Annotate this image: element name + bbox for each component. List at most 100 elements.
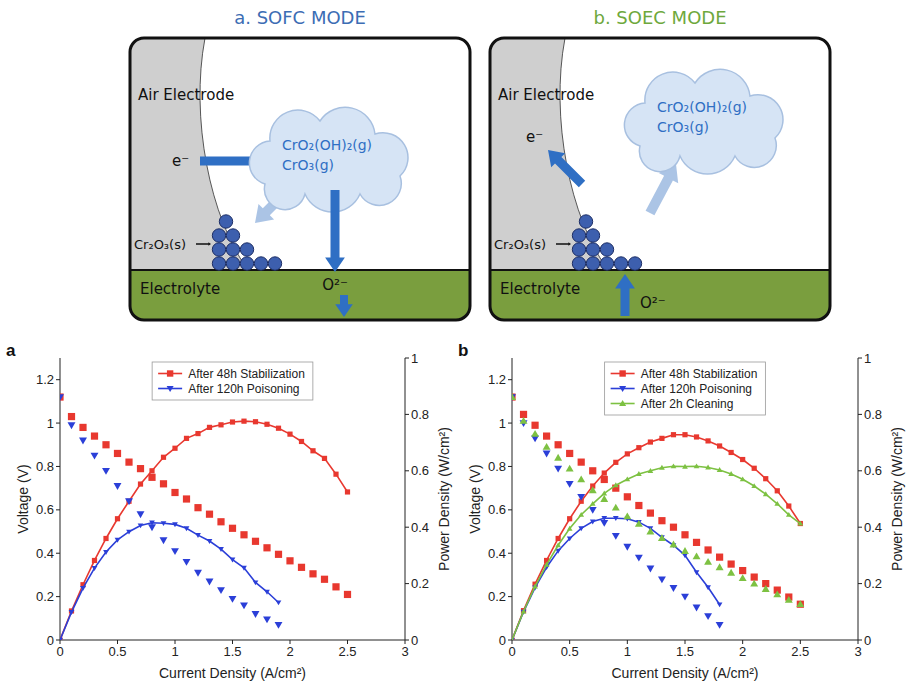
deposit-label: Cr₂O₃(s) [134, 237, 186, 252]
y-tick-label: 0.4 [488, 546, 506, 561]
data-point [648, 468, 654, 473]
y2-tick-label: 0.6 [864, 463, 882, 478]
y2-tick-label: 0.8 [864, 407, 882, 422]
diagram-body [130, 38, 470, 320]
data-point [92, 566, 98, 571]
data-point [80, 586, 86, 591]
data-point [602, 470, 607, 475]
data-point [531, 422, 538, 429]
data-point [161, 455, 166, 460]
data-point [103, 550, 109, 555]
data-point [566, 450, 573, 457]
data-point [763, 491, 769, 496]
deposit-particle [586, 257, 599, 270]
interface-line [490, 269, 830, 271]
y2-tick [858, 527, 862, 528]
y2-tick-label: 0.2 [864, 576, 882, 591]
y-tick-label: 0.6 [36, 502, 54, 517]
data-point [230, 558, 236, 563]
y2-tick [405, 470, 409, 471]
data-point [648, 439, 653, 444]
deposit-particle [579, 215, 592, 228]
data-point [172, 522, 178, 527]
y-tick [508, 466, 512, 467]
data-point [68, 422, 76, 429]
data-point [161, 521, 167, 526]
data-point [762, 585, 770, 592]
y2-tick-label: 0.4 [864, 520, 882, 535]
ion-arrow [335, 295, 353, 317]
deposit-particle [219, 215, 232, 228]
data-point [635, 555, 643, 562]
deposit-particle [572, 243, 585, 256]
data-point [659, 436, 664, 441]
gas-cloud [249, 107, 408, 212]
data-point [716, 622, 724, 629]
data-point [322, 456, 327, 461]
data-point [230, 419, 235, 424]
y2-tick [405, 640, 409, 641]
data-point [344, 591, 351, 598]
deposit-particle [254, 257, 267, 270]
diagram-background [490, 38, 830, 320]
data-point [601, 516, 607, 521]
x-tick-label: 3 [854, 644, 861, 659]
ion-label: O²⁻ [322, 276, 348, 294]
deposit-particle [572, 229, 585, 242]
deposit-particle [572, 257, 585, 270]
data-point [309, 570, 316, 577]
x-axis-title: Current Density (A/cm²) [159, 665, 306, 681]
legend-label: After 48h Stabilization [641, 367, 758, 381]
data-point [69, 610, 75, 615]
data-point [555, 542, 561, 547]
x-tick-label: 1.5 [676, 644, 694, 659]
data-point [253, 419, 258, 424]
data-point [624, 476, 630, 481]
deposit-particle [212, 257, 225, 270]
data-point [554, 466, 562, 473]
legend-label: After 48h Stabilization [188, 367, 305, 381]
data-point [646, 566, 654, 573]
data-point [207, 539, 213, 544]
y-tick [508, 423, 512, 424]
data-point [521, 609, 527, 614]
data-point [659, 465, 665, 470]
deposit-label: Cr₂O₃(s) [494, 237, 546, 252]
data-point [704, 558, 712, 565]
data-point [577, 494, 585, 501]
data-point [682, 553, 688, 558]
data-point [286, 557, 293, 564]
y2-axis-title: Power Density (W/cm²) [889, 427, 905, 571]
data-point [263, 544, 270, 551]
deposit-particle [226, 243, 239, 256]
electron-label: e⁻ [526, 128, 543, 146]
y-tick [56, 509, 60, 510]
x-tick-label: 0 [56, 644, 63, 659]
data-point [92, 558, 97, 563]
legend-label: After 2h Cleaning [641, 397, 734, 411]
data-point [555, 441, 562, 448]
data-point [276, 600, 282, 605]
series-line [512, 518, 720, 640]
y-tick-label: 1.2 [36, 372, 54, 387]
y2-tick-label: 0.6 [411, 463, 429, 478]
data-point [512, 393, 516, 400]
diagram-title: a. SOFC MODE [234, 7, 366, 28]
y-tick [56, 640, 60, 641]
y-tick-label: 0.6 [488, 502, 506, 517]
data-point [531, 430, 539, 437]
data-point [739, 574, 747, 581]
data-point [786, 512, 792, 517]
data-point [68, 413, 75, 420]
data-point [785, 596, 793, 603]
data-point [578, 459, 585, 466]
data-point [590, 519, 596, 524]
deposit-pointer [196, 242, 211, 246]
data-point [115, 538, 121, 543]
data-point [694, 434, 699, 439]
legend-marker [619, 370, 625, 376]
data-point [183, 495, 190, 502]
data-point [705, 585, 711, 590]
gas-label: CrO₂(OH)₂(g) [657, 99, 747, 115]
data-point [567, 526, 573, 531]
